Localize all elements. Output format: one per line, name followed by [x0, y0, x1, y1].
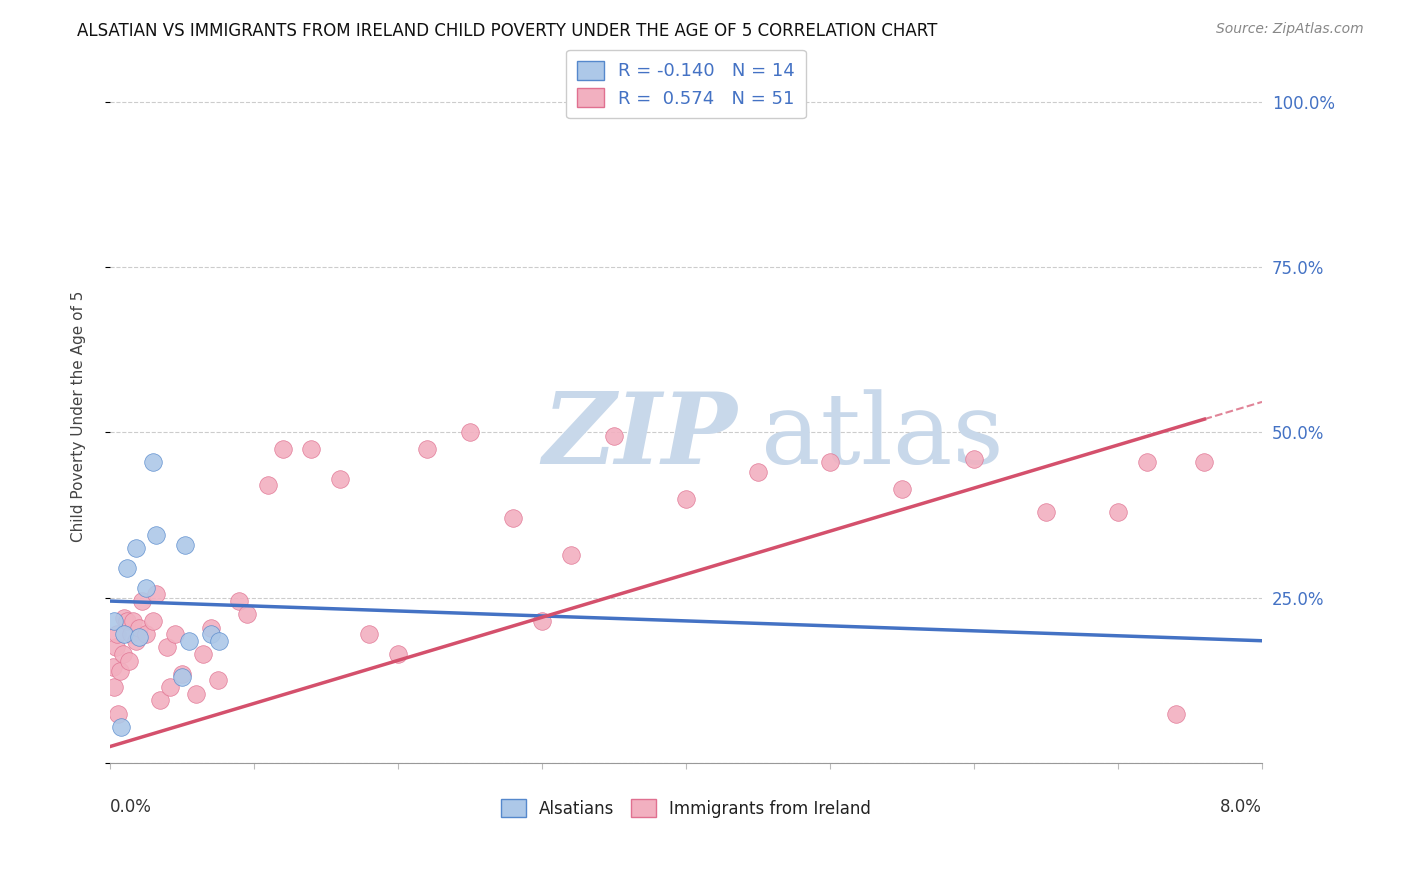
Text: 8.0%: 8.0% [1220, 797, 1263, 816]
Point [235, 607, 257, 622]
Point [163, 627, 186, 641]
Point [149, 693, 172, 707]
Point [177, 633, 200, 648]
Point [128, 620, 150, 634]
Point [271, 442, 294, 456]
Point [111, 647, 134, 661]
Point [117, 654, 139, 668]
Point [228, 594, 250, 608]
Text: ALSATIAN VS IMMIGRANTS FROM IRELAND CHILD POVERTY UNDER THE AGE OF 5 CORRELATION: ALSATIAN VS IMMIGRANTS FROM IRELAND CHIL… [77, 22, 938, 40]
Point [530, 614, 553, 628]
Point [110, 720, 132, 734]
Point [156, 640, 179, 655]
Point [603, 428, 626, 442]
Point [818, 455, 841, 469]
Text: atlas: atlas [761, 389, 1004, 484]
Legend: Alsatians, Immigrants from Ireland: Alsatians, Immigrants from Ireland [494, 792, 877, 824]
Point [108, 664, 131, 678]
Point [257, 478, 280, 492]
Point [359, 627, 381, 641]
Point [101, 660, 124, 674]
Point [193, 647, 215, 661]
Point [104, 640, 127, 655]
Point [103, 614, 125, 628]
Point [747, 465, 769, 479]
Point [120, 627, 142, 641]
Point [142, 455, 165, 469]
Point [173, 538, 195, 552]
Point [145, 528, 167, 542]
Point [159, 680, 181, 694]
Point [1136, 455, 1159, 469]
Point [107, 706, 129, 721]
Point [105, 627, 128, 641]
Point [329, 472, 352, 486]
Text: ZIP: ZIP [541, 388, 737, 485]
Point [502, 511, 524, 525]
Point [115, 614, 138, 628]
Point [301, 442, 323, 456]
Point [135, 581, 157, 595]
Point [208, 633, 231, 648]
Point [125, 541, 148, 555]
Point [115, 561, 138, 575]
Y-axis label: Child Poverty Under the Age of 5: Child Poverty Under the Age of 5 [72, 290, 86, 541]
Point [458, 425, 481, 440]
Point [125, 633, 148, 648]
Point [1164, 706, 1187, 721]
Point [387, 647, 409, 661]
Point [963, 451, 986, 466]
Point [675, 491, 697, 506]
Point [170, 666, 193, 681]
Point [200, 620, 222, 634]
Point [1107, 505, 1129, 519]
Point [145, 587, 167, 601]
Point [560, 548, 582, 562]
Point [112, 627, 135, 641]
Point [128, 631, 150, 645]
Point [1194, 455, 1216, 469]
Text: Source: ZipAtlas.com: Source: ZipAtlas.com [1216, 22, 1364, 37]
Point [170, 670, 193, 684]
Point [135, 627, 157, 641]
Point [415, 442, 437, 456]
Point [200, 627, 222, 641]
Point [103, 680, 125, 694]
Point [142, 614, 165, 628]
Point [891, 482, 914, 496]
Point [1035, 505, 1057, 519]
Point [186, 687, 208, 701]
Point [207, 673, 229, 688]
Point [122, 614, 145, 628]
Point [131, 594, 153, 608]
Text: 0.0%: 0.0% [110, 797, 152, 816]
Point [112, 610, 135, 624]
